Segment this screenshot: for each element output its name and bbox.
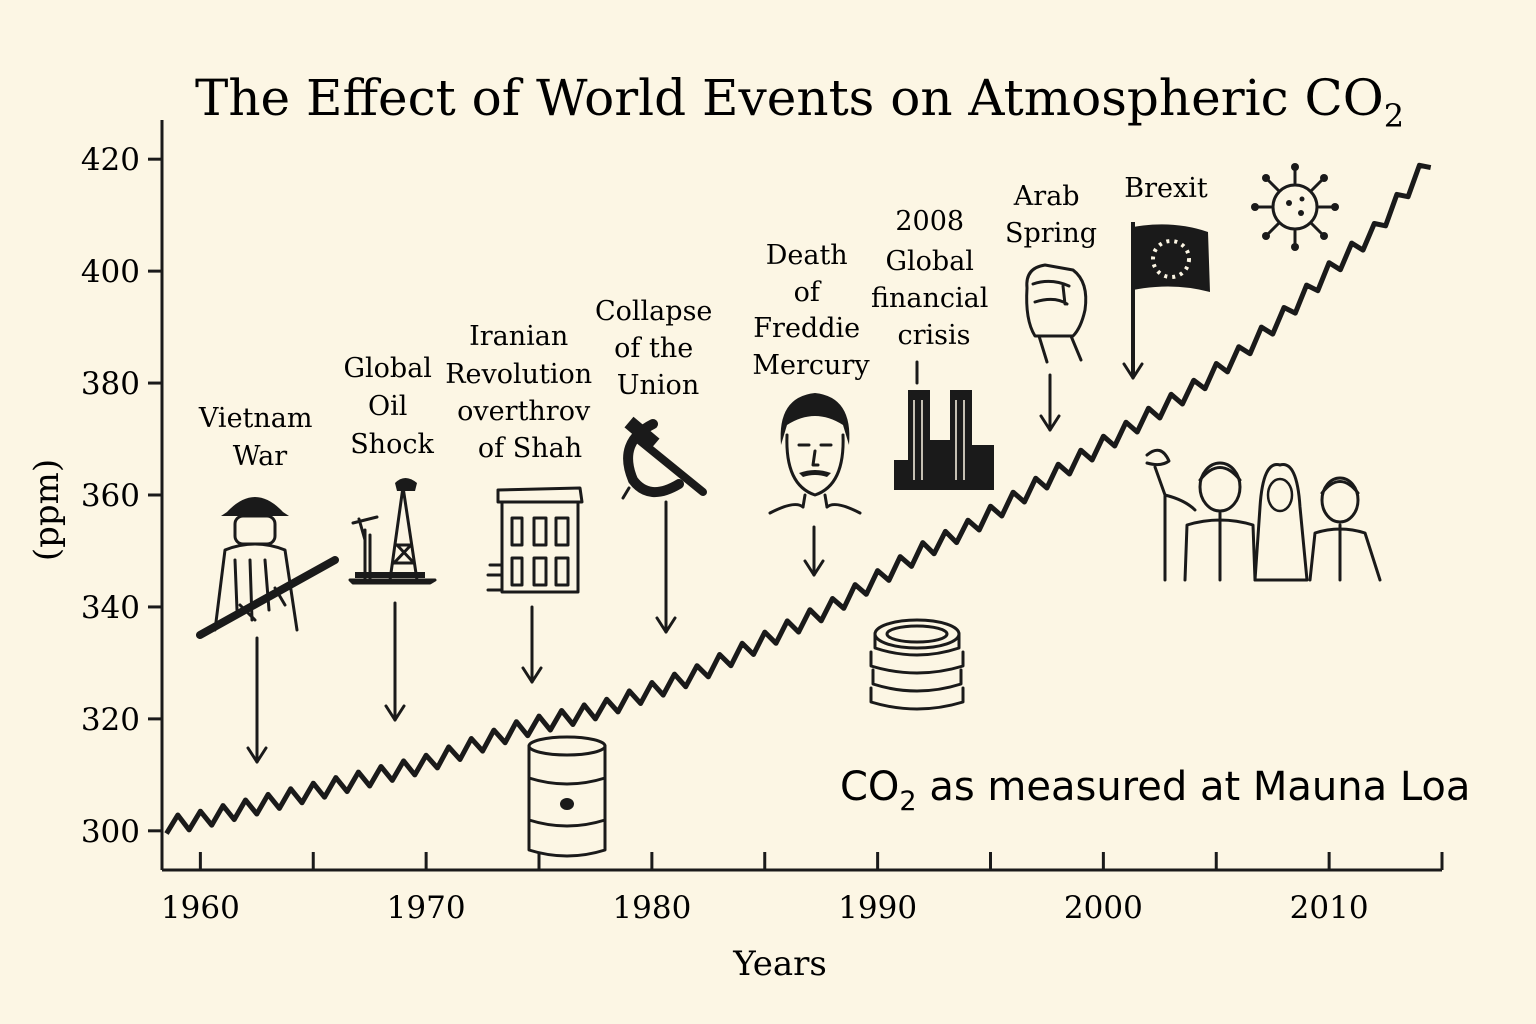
portrait-icon	[768, 393, 862, 515]
hammer-sickle-icon	[621, 416, 707, 500]
event-label-iranian-revolution: Iranian Revolution overthrov of Shah	[445, 321, 601, 464]
y-tick-label: 400	[81, 254, 140, 290]
flag-icon	[1131, 222, 1210, 377]
y-axis-label: (ppm)	[27, 459, 67, 561]
building-icon	[486, 486, 584, 594]
arrow-collapse-union	[655, 500, 677, 634]
event-label-arab-spring: Arab Spring	[1005, 181, 1097, 249]
arrow-freddie-mercury	[803, 525, 825, 577]
y-tick-label: 320	[81, 702, 140, 738]
oil-barrel-icon	[527, 735, 607, 858]
event-label-2008-financial-crisis: 2008 Global financial crisis	[871, 206, 997, 351]
y-tick-label: 380	[81, 366, 140, 402]
y-tick-label: 340	[81, 590, 140, 626]
y-tick-label: 360	[81, 478, 140, 514]
x-tick-group: 1960 1970 1980 1990 2000 2010	[161, 852, 1444, 926]
soldier-icon	[196, 497, 339, 639]
x-axis-label: Years	[732, 944, 827, 984]
y-tick-group: 300 320 340 360 380 400 420	[81, 142, 162, 850]
x-tick-label: 2010	[1290, 890, 1369, 926]
x-tick-label: 1970	[387, 890, 466, 926]
co2-series-line	[164, 162, 1432, 835]
chart-title: The Effect of World Events on Atmospheri…	[195, 69, 1404, 135]
event-label-global-oil-shock: Global Oil Shock	[343, 353, 440, 460]
x-tick-label: 2000	[1064, 890, 1143, 926]
event-label-brexit: Brexit	[1124, 173, 1208, 204]
y-tick-label: 420	[81, 142, 140, 178]
arrow-oil-shock	[384, 601, 406, 722]
protesters-icon	[1145, 448, 1382, 582]
y-tick-label: 300	[81, 814, 140, 850]
x-tick-label: 1980	[612, 890, 691, 926]
arrow-arab-spring	[1039, 373, 1061, 432]
event-label-death-of-freddie-mercury: Death of Freddie Mercury	[752, 240, 870, 381]
x-tick-label: 1990	[838, 890, 917, 926]
virus-icon	[1251, 163, 1339, 251]
event-label-collapse-of-union: Collapse of the Union	[595, 296, 721, 401]
raised-fist-icon	[1025, 263, 1088, 364]
coin-stack-icon	[869, 618, 965, 711]
arrow-iranian-revolution	[521, 605, 543, 684]
towers-icon	[894, 390, 994, 490]
oil-derrick-icon	[348, 478, 437, 585]
arrow-vietnam-war	[246, 636, 268, 764]
mauna-loa-note: CO2 as measured at Mauna Loa	[840, 764, 1470, 817]
event-label-vietnam-war: Vietnam War	[198, 403, 321, 472]
x-tick-label: 1960	[161, 890, 240, 926]
